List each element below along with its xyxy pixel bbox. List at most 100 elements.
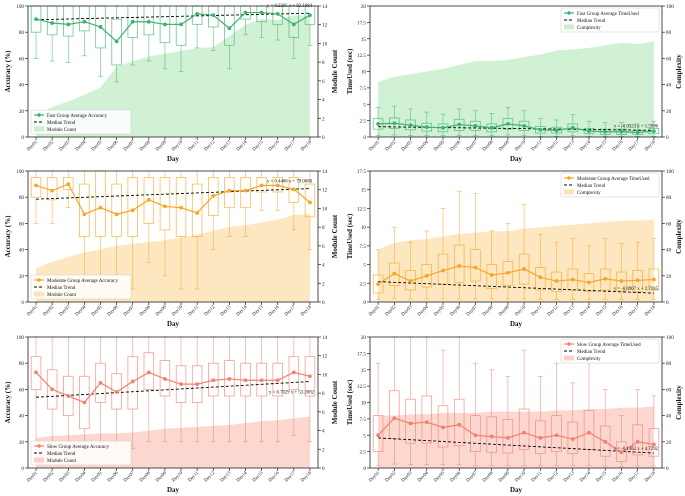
x-tick-label: Day12 xyxy=(547,139,560,152)
average-point-day17 xyxy=(635,130,640,135)
x-tick-label: Day07 xyxy=(466,304,479,317)
x-tick-label: Day14 xyxy=(579,470,592,483)
average-point-day01 xyxy=(376,433,381,438)
x-axis-label: Day xyxy=(510,486,523,494)
legend-label-area: Module Count xyxy=(47,128,77,133)
y-tick-label: 100 xyxy=(16,169,24,175)
average-point-day16 xyxy=(619,129,624,134)
y-tick-label: 0 xyxy=(21,135,24,141)
average-point-day11 xyxy=(195,11,200,16)
y-tick-label: 2.5 xyxy=(360,119,367,125)
y2-tick-label: 2 xyxy=(322,447,325,453)
x-tick-label: Day01 xyxy=(26,304,39,317)
y2-tick-label: 40 xyxy=(666,248,672,254)
average-point-day17 xyxy=(291,187,296,192)
y2-tick-label: 0 xyxy=(666,135,669,141)
average-point-day18 xyxy=(308,13,312,18)
x-tick-label: Day14 xyxy=(236,304,249,317)
box-day12 xyxy=(208,177,219,216)
box-day17 xyxy=(288,177,300,203)
y-tick-label: 15 xyxy=(361,37,367,43)
box-day05 xyxy=(95,170,106,237)
x-tick-label: Day05 xyxy=(433,139,446,152)
y2-tick-label: 100 xyxy=(666,4,674,10)
x-tick-label: Day14 xyxy=(579,304,592,317)
legend-label-area: Module Count xyxy=(47,293,77,298)
average-point-day02 xyxy=(392,271,397,276)
y-tick-label: 60 xyxy=(19,56,25,62)
average-point-day05 xyxy=(441,425,445,430)
x-tick-label: Day17 xyxy=(628,470,641,483)
x-tick-label: Day13 xyxy=(563,470,576,483)
y2-tick-label: 6 xyxy=(322,79,325,85)
box-day06 xyxy=(453,244,465,283)
x-tick-label: Day14 xyxy=(579,139,592,152)
x-tick-label: Day02 xyxy=(42,139,55,152)
y-tick-label: 80 xyxy=(19,361,25,367)
x-tick-label: Day04 xyxy=(75,139,88,152)
x-tick-label: Day16 xyxy=(268,139,281,152)
legend-marker-average xyxy=(37,444,41,448)
average-point-day13 xyxy=(227,377,232,381)
y-axis-label: Accuracy (%) xyxy=(4,215,12,257)
legend: Slow Group Average TimeUsed Median Trend C… xyxy=(560,338,660,364)
median-trend-line xyxy=(378,281,654,294)
y-tick-label: 0 xyxy=(21,466,24,472)
average-point-day13 xyxy=(227,188,232,193)
box-day07 xyxy=(127,177,138,237)
legend-label-trend: Median Trend xyxy=(47,286,76,291)
x-tick-label: Day08 xyxy=(482,470,495,483)
x-tick-label: Day09 xyxy=(155,304,168,317)
x-tick-label: Day01 xyxy=(368,139,381,152)
legend-marker-average xyxy=(567,11,571,15)
average-point-day13 xyxy=(227,26,232,31)
y-tick-label: 20 xyxy=(19,109,25,115)
average-point-day03 xyxy=(408,279,413,283)
box-day06 xyxy=(111,18,122,66)
x-tick-label: Day02 xyxy=(385,139,398,152)
box-day18 xyxy=(304,183,316,218)
average-line xyxy=(35,11,311,43)
box-day14 xyxy=(240,177,251,209)
x-tick-label: Day13 xyxy=(563,139,576,152)
y-tick-label: 40 xyxy=(19,83,25,89)
x-tick-label: Day06 xyxy=(107,139,120,152)
average-point-day05 xyxy=(98,205,103,210)
x-tick-label: Day18 xyxy=(644,304,657,317)
y2-tick-label: 80 xyxy=(666,30,672,36)
average-point-day11 xyxy=(538,275,543,280)
legend-label-trend: Median Trend xyxy=(47,452,76,457)
trend-equation: y = 0.2365 x + 92.1684 xyxy=(267,4,313,9)
x-tick-label: Day11 xyxy=(531,304,544,317)
box-day10 xyxy=(518,408,530,451)
average-point-day03 xyxy=(66,22,71,27)
box-day11 xyxy=(191,183,203,237)
average-point-day15 xyxy=(259,10,264,15)
y-axis-label: TimeUsed (sec) xyxy=(346,213,354,259)
average-point-day14 xyxy=(587,129,591,134)
box-day03 xyxy=(405,270,416,291)
x-tick-label: Day12 xyxy=(204,304,217,317)
box-day14 xyxy=(583,273,595,292)
y2-tick-label: 0 xyxy=(322,466,325,472)
x-tick-label: Day05 xyxy=(433,304,446,317)
average-point-day10 xyxy=(179,22,183,27)
y2-tick-label: 0 xyxy=(666,466,669,472)
box-day04 xyxy=(79,183,90,237)
box-day16 xyxy=(272,362,283,397)
area-complexity xyxy=(378,41,654,138)
average-point-day10 xyxy=(522,267,527,271)
x-tick-label: Day17 xyxy=(284,139,297,152)
average-point-day12 xyxy=(554,128,559,133)
legend-label-average: Moderate Group Average TimeUsed xyxy=(577,177,650,182)
x-tick-label: Day04 xyxy=(417,304,430,317)
y-tick-label: 12.5 xyxy=(357,206,366,212)
y-tick-label: 17.5 xyxy=(357,169,366,175)
x-tick-label: Day01 xyxy=(368,470,381,483)
average-point-day02 xyxy=(392,121,397,126)
x-tick-label: Day09 xyxy=(155,139,168,152)
area-complexity xyxy=(378,219,654,302)
average-point-day12 xyxy=(554,433,559,438)
y2-tick-label: 40 xyxy=(666,83,672,89)
box-day15 xyxy=(256,177,267,193)
